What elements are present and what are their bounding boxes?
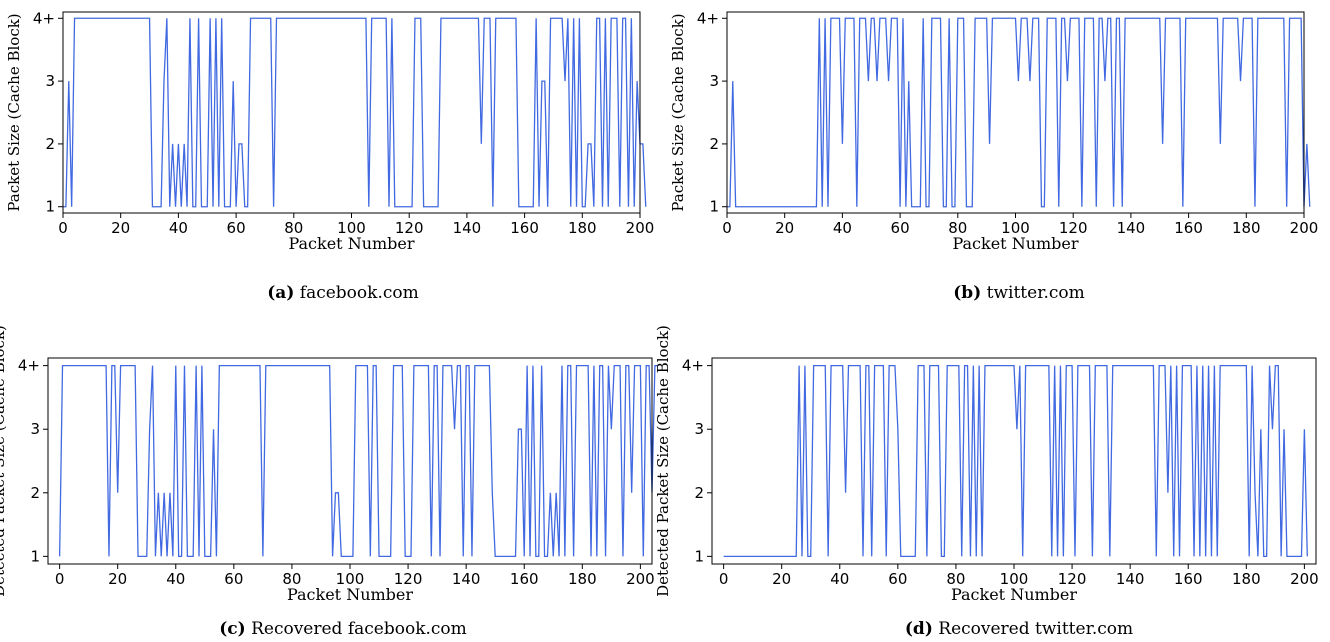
x-tick-label-a: 60 <box>227 219 246 237</box>
y-tick-label-d: 2 <box>694 484 704 502</box>
x-tick-label-c: 100 <box>336 570 365 588</box>
x-tick-label-d: 0 <box>719 570 729 588</box>
caption-b-letter: (b) <box>953 283 982 303</box>
x-tick-label-c: 160 <box>510 570 539 588</box>
x-tick-label-b: 140 <box>1117 219 1146 237</box>
y-tick-label-a: 4+ <box>33 9 55 27</box>
x-axis-label-a: Packet Number <box>288 234 414 253</box>
x-tick-label-a: 120 <box>395 219 424 237</box>
y-tick-label-c: 1 <box>30 547 40 565</box>
x-tick-label-d: 200 <box>1290 570 1319 588</box>
series-line-b <box>727 17 1311 208</box>
x-tick-label-b: 20 <box>775 219 794 237</box>
caption-d: (d) Recovered twitter.com <box>905 619 1133 639</box>
series-line-c <box>58 364 658 558</box>
x-tick-label-a: 40 <box>169 219 188 237</box>
x-tick-label-d: 80 <box>946 570 965 588</box>
y-tick-label-b: 4+ <box>697 9 719 27</box>
x-tick-label-d: 120 <box>1058 570 1087 588</box>
caption-a-letter: (a) <box>267 283 295 303</box>
caption-c: (c) Recovered facebook.com <box>219 619 467 639</box>
x-tick-label-b: 100 <box>1001 219 1030 237</box>
caption-d-text: Recovered twitter.com <box>938 619 1134 639</box>
chart-a: 0 20 40 60 80 100 120 140 160 180 200 1 2 3 4+ Packet N… <box>5 9 654 253</box>
x-tick-label-b: 40 <box>833 219 852 237</box>
chart-d: 0 20 40 60 80 100 120 140 160 180 200 1 2 3 4+ Packet N… <box>654 325 1319 604</box>
x-tick-label-c: 200 <box>626 570 655 588</box>
x-tick-label-a: 20 <box>111 219 130 237</box>
x-tick-label-c: 80 <box>282 570 301 588</box>
y-tick-label-a: 2 <box>45 135 55 153</box>
x-tick-label-c: 0 <box>55 570 65 588</box>
y-tick-label-a: 3 <box>45 72 55 90</box>
y-tick-label-a: 1 <box>45 198 55 216</box>
x-tick-label-b: 0 <box>722 219 732 237</box>
caption-a-text: facebook.com <box>299 283 419 303</box>
y-tick-label-c: 3 <box>30 420 40 438</box>
chart-c: 0 20 40 60 80 100 120 140 160 180 200 1 2 3 4+ Packet N… <box>0 325 658 604</box>
y-tick-label-b: 1 <box>709 198 719 216</box>
x-tick-label-a: 100 <box>337 219 366 237</box>
caption-d-letter: (d) <box>904 619 933 639</box>
chart-b: 0 20 40 60 80 100 120 140 160 180 200 1 2 3 4+ Packet N… <box>669 9 1318 253</box>
x-tick-label-c: 40 <box>166 570 185 588</box>
x-tick-label-a: 80 <box>284 219 303 237</box>
x-tick-label-a: 160 <box>510 219 539 237</box>
y-tick-label-c: 4+ <box>18 357 40 375</box>
x-tick-label-b: 160 <box>1174 219 1203 237</box>
y-tick-label-d: 3 <box>694 420 704 438</box>
x-tick-label-d: 20 <box>772 570 791 588</box>
y-tick-label-b: 2 <box>709 135 719 153</box>
series-line-a <box>63 17 647 208</box>
x-axis-label-c: Packet Number <box>287 585 413 604</box>
series-line-d <box>723 364 1308 558</box>
y-tick-label-b: 3 <box>709 72 719 90</box>
x-tick-label-d: 180 <box>1232 570 1261 588</box>
y-tick-label-c: 2 <box>30 484 40 502</box>
x-tick-label-a: 200 <box>626 219 655 237</box>
caption-c-letter: (c) <box>219 619 246 639</box>
x-tick-label-a: 180 <box>568 219 597 237</box>
x-tick-label-b: 180 <box>1232 219 1261 237</box>
caption-c-text: Recovered facebook.com <box>251 619 467 639</box>
caption-a: (a) facebook.com <box>267 283 418 303</box>
x-axis-label-d: Packet Number <box>951 585 1077 604</box>
caption-b: (b) twitter.com <box>953 283 1084 303</box>
x-tick-label-c: 140 <box>452 570 481 588</box>
x-tick-label-d: 40 <box>830 570 849 588</box>
x-tick-label-d: 160 <box>1174 570 1203 588</box>
y-axis-label-d: Detected Packet Size (Cache Block) <box>654 325 672 597</box>
x-tick-label-a: 140 <box>453 219 482 237</box>
x-tick-label-b: 200 <box>1290 219 1319 237</box>
x-tick-label-c: 120 <box>394 570 423 588</box>
y-axis-label-c: Detected Packet Size (Cache Block) <box>0 325 8 597</box>
x-tick-label-b: 60 <box>891 219 910 237</box>
x-tick-label-b: 120 <box>1059 219 1088 237</box>
y-axis-label-a: Packet Size (Cache Block) <box>5 13 23 211</box>
x-tick-label-d: 60 <box>888 570 907 588</box>
x-tick-label-d: 100 <box>1000 570 1029 588</box>
y-tick-label-d: 1 <box>694 547 704 565</box>
x-tick-label-c: 60 <box>224 570 243 588</box>
x-axis-label-b: Packet Number <box>952 234 1078 253</box>
x-tick-label-c: 20 <box>108 570 127 588</box>
x-tick-label-c: 180 <box>568 570 597 588</box>
x-tick-label-d: 140 <box>1116 570 1145 588</box>
x-tick-label-b: 80 <box>948 219 967 237</box>
x-tick-label-a: 0 <box>58 219 68 237</box>
y-axis-label-b: Packet Size (Cache Block) <box>669 13 687 211</box>
y-tick-label-d: 4+ <box>682 357 704 375</box>
caption-b-text: twitter.com <box>986 283 1085 303</box>
